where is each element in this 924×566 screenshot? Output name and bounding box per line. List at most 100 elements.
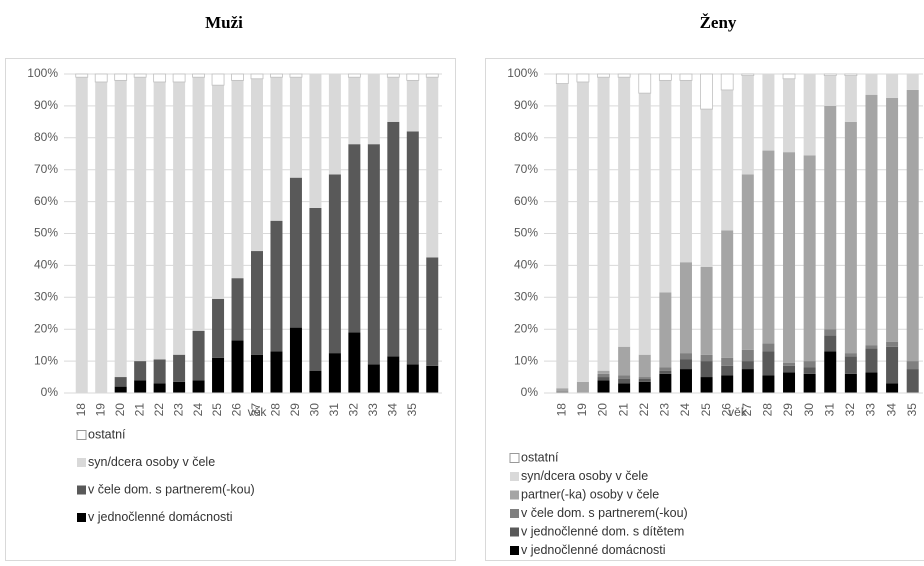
bar-segment xyxy=(701,267,713,355)
bar-segment xyxy=(907,74,919,90)
legend-label: ostatní xyxy=(88,427,126,441)
bar-segment xyxy=(865,348,877,372)
y-tick-label: 60% xyxy=(514,194,538,208)
bar-segment xyxy=(598,371,610,374)
y-tick-label: 70% xyxy=(34,162,58,176)
legend-label: v jednočlenné dom. s dítětem xyxy=(521,524,684,538)
bar-segment xyxy=(348,144,360,332)
bar-segment xyxy=(824,74,836,76)
bar-segment xyxy=(618,77,630,347)
bar-segment xyxy=(618,383,630,393)
legend-label: partner(-ka) osoby v čele xyxy=(521,487,659,501)
legend-swatch xyxy=(510,454,519,463)
bar-segment xyxy=(368,144,380,364)
y-tick-label: 0% xyxy=(41,385,59,399)
bar-segment xyxy=(173,382,185,393)
bar-segment xyxy=(329,74,341,174)
bar-segment xyxy=(721,358,733,366)
x-tick-label: 26 xyxy=(230,403,244,417)
bar-segment xyxy=(721,366,733,376)
bar-segment xyxy=(804,361,816,367)
bar-segment xyxy=(154,74,166,82)
bar-segment xyxy=(618,375,630,378)
y-tick-label: 10% xyxy=(514,353,538,367)
x-tick-label: 31 xyxy=(327,403,341,417)
legend-swatch xyxy=(77,513,86,522)
bar-segment xyxy=(251,74,263,79)
y-tick-label: 80% xyxy=(514,130,538,144)
x-tick-label: 33 xyxy=(366,403,380,417)
bar-segment xyxy=(598,374,610,377)
x-tick-label: 31 xyxy=(822,403,836,417)
bar-segment xyxy=(251,79,263,251)
bar-segment xyxy=(407,131,419,364)
x-tick-label: 19 xyxy=(575,403,589,417)
y-tick-label: 40% xyxy=(514,258,538,272)
y-tick-label: 50% xyxy=(514,226,538,240)
bar-segment xyxy=(329,353,341,393)
bar-segment xyxy=(721,375,733,393)
bar-segment xyxy=(824,352,836,393)
bar-segment xyxy=(387,74,399,77)
bar-segment xyxy=(783,366,795,372)
legend-label: ostatní xyxy=(521,450,559,464)
bar-segment xyxy=(556,74,568,84)
bar-segment xyxy=(824,106,836,329)
y-tick-label: 0% xyxy=(521,385,539,399)
y-tick-label: 20% xyxy=(34,321,58,335)
legend-label: v čele dom. s partnerem(-kou) xyxy=(88,482,255,496)
bar-segment xyxy=(134,361,146,380)
bar-segment xyxy=(193,380,205,393)
bar-segment xyxy=(886,347,898,384)
bar-segment xyxy=(659,80,671,292)
bar-segment xyxy=(618,74,630,77)
bar-segment xyxy=(680,360,692,370)
bar-segment xyxy=(95,82,107,393)
legend-swatch xyxy=(510,472,519,481)
x-tick-label: 33 xyxy=(864,403,878,417)
legend-swatch xyxy=(510,528,519,537)
bar-segment xyxy=(824,329,836,335)
bar-segment xyxy=(212,358,224,393)
bar-segment xyxy=(556,84,568,389)
bar-segment xyxy=(251,355,263,393)
bar-segment xyxy=(742,361,754,369)
bar-segment xyxy=(721,230,733,358)
bar-segment xyxy=(824,336,836,352)
legend-label: v čele dom. s partnerem(-kou) xyxy=(521,506,688,520)
bar-segment xyxy=(659,374,671,393)
bar-segment xyxy=(762,74,774,151)
bar-segment xyxy=(804,155,816,361)
bar-segment xyxy=(290,74,302,77)
x-tick-label: 25 xyxy=(699,403,713,417)
bar-segment xyxy=(76,74,88,77)
bar-segment xyxy=(598,77,610,370)
bar-segment xyxy=(845,374,857,393)
bar-segment xyxy=(680,80,692,262)
bar-segment xyxy=(865,345,877,348)
bar-segment xyxy=(270,74,282,77)
bar-segment xyxy=(865,372,877,393)
bar-segment xyxy=(742,76,754,175)
bar-segment xyxy=(762,151,774,344)
x-tick-label: 25 xyxy=(210,403,224,417)
x-tick-label: 21 xyxy=(616,403,630,417)
legend-label: v jednočlenné domácnosti xyxy=(521,543,666,557)
bar-segment xyxy=(212,85,224,299)
x-tick-label: 24 xyxy=(678,403,692,417)
bar-segment xyxy=(407,364,419,393)
y-tick-label: 80% xyxy=(34,130,58,144)
bar-segment xyxy=(804,74,816,155)
y-tick-label: 20% xyxy=(514,321,538,335)
bar-segment xyxy=(762,344,774,352)
bar-segment xyxy=(639,355,651,377)
x-tick-label: 22 xyxy=(152,403,166,417)
bar-segment xyxy=(680,369,692,393)
bar-segment xyxy=(290,328,302,393)
bar-segment xyxy=(173,82,185,355)
bar-segment xyxy=(886,98,898,342)
bar-segment xyxy=(680,262,692,353)
x-tick-label: 20 xyxy=(596,403,610,417)
bar-segment xyxy=(701,355,713,361)
bar-segment xyxy=(329,174,341,353)
